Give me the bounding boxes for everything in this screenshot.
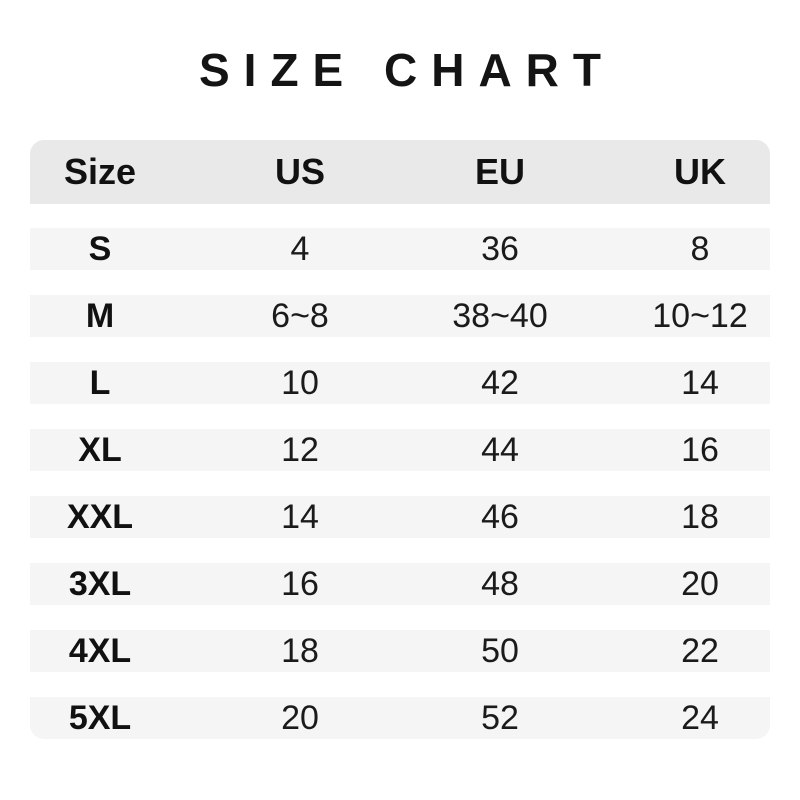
table-row-s: S 4 36 8	[0, 228, 800, 270]
cell-us: 4	[290, 230, 310, 268]
cell-us: 20	[281, 699, 319, 737]
cell-uk: 14	[681, 364, 719, 402]
cell-us: 16	[281, 565, 319, 603]
table-row-xl: XL 12 44 16	[0, 429, 800, 471]
column-header-eu: EU	[474, 151, 525, 192]
cell-uk: 8	[690, 230, 710, 268]
cell-size: 5XL	[68, 699, 132, 737]
cell-uk: 20	[681, 565, 719, 603]
table-row-5xl: 5XL 20 52 24	[0, 697, 800, 739]
column-header-size: Size	[63, 151, 137, 192]
cell-uk: 16	[681, 431, 719, 469]
size-chart-page: SIZE CHART Size US EU UK S 4 36 8 M 6~8 …	[0, 44, 800, 739]
cell-eu: 44	[481, 431, 519, 469]
cell-size: S	[88, 230, 112, 268]
cell-eu: 36	[481, 230, 519, 268]
cell-uk: 18	[681, 498, 719, 536]
column-header-us: US	[274, 151, 325, 192]
table-row-l: L 10 42 14	[0, 362, 800, 404]
cell-uk: 24	[681, 699, 719, 737]
table-row-3xl: 3XL 16 48 20	[0, 563, 800, 605]
cell-uk: 22	[681, 632, 719, 670]
cell-size: XXL	[66, 498, 134, 536]
table-header-row: Size US EU UK	[0, 140, 800, 204]
cell-size: 4XL	[68, 632, 132, 670]
cell-eu: 50	[481, 632, 519, 670]
cell-us: 6~8	[271, 297, 329, 335]
size-chart-table: Size US EU UK S 4 36 8 M 6~8 38~40 10~12…	[0, 140, 800, 739]
cell-us: 18	[281, 632, 319, 670]
table-row-xxl: XXL 14 46 18	[0, 496, 800, 538]
cell-us: 12	[281, 431, 319, 469]
cell-eu: 48	[481, 565, 519, 603]
cell-size: L	[89, 364, 111, 402]
cell-eu: 38~40	[452, 297, 548, 335]
table-row-m: M 6~8 38~40 10~12	[0, 295, 800, 337]
cell-us: 14	[281, 498, 319, 536]
cell-uk: 10~12	[652, 297, 748, 335]
cell-size: XL	[78, 431, 122, 469]
size-chart-title: SIZE CHART	[199, 44, 615, 96]
cell-us: 10	[281, 364, 319, 402]
cell-eu: 46	[481, 498, 519, 536]
cell-eu: 52	[481, 699, 519, 737]
column-header-uk: UK	[674, 151, 726, 192]
cell-size: 3XL	[68, 565, 132, 603]
table-row-4xl: 4XL 18 50 22	[0, 630, 800, 672]
cell-size: M	[85, 297, 115, 335]
cell-eu: 42	[481, 364, 519, 402]
